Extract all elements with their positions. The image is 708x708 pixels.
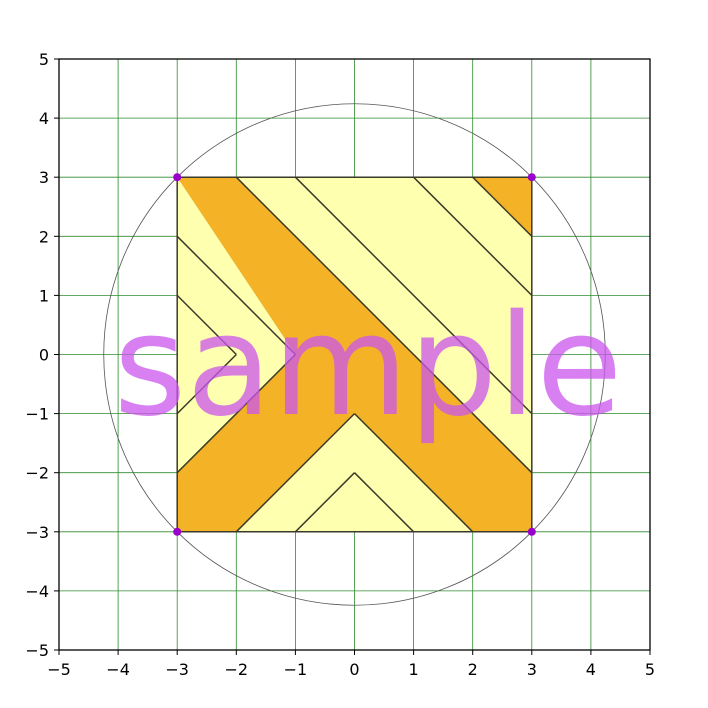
y-tick-label: 5 [39, 50, 49, 69]
x-tick-label: 0 [349, 660, 359, 679]
axes-frame [54, 58, 651, 655]
tick-labels: −5 −4 −3 −2 −1 0 1 2 3 4 5 −5 −4 −3 −2 −1 0 1 2 3 4 5 [25, 50, 655, 679]
y-tick-label: −5 [25, 641, 49, 660]
vertex-point [173, 527, 182, 536]
x-tick-label: −3 [165, 660, 189, 679]
circumscribed-circle [103, 103, 606, 606]
vertex-point [527, 173, 536, 182]
x-tick-label: 2 [468, 660, 478, 679]
tile-edge [235, 413, 356, 533]
tile-edge [294, 472, 356, 533]
square-tiling [177, 177, 532, 532]
tile-edge [235, 176, 533, 474]
x-tick-label: −2 [225, 660, 249, 679]
y-tick-label: −2 [25, 464, 49, 483]
watermark-text: sample [113, 285, 622, 448]
tile-edge [176, 353, 237, 415]
tile-edge [353, 413, 474, 533]
y-tick-label: 4 [39, 109, 49, 128]
tile-edge [353, 472, 415, 533]
y-tick-label: −1 [25, 405, 49, 424]
x-tick-label: 5 [645, 660, 655, 679]
tile-edge [472, 176, 533, 237]
x-tick-label: −1 [284, 660, 308, 679]
dark-region [177, 177, 532, 532]
vertex-point [173, 173, 182, 182]
tile-edge [413, 176, 533, 296]
y-tick-label: 0 [39, 346, 49, 365]
tile-edge [176, 294, 237, 356]
x-tick-label: −4 [106, 660, 130, 679]
y-tick-label: 3 [39, 168, 49, 187]
y-tick-label: 1 [39, 286, 49, 305]
y-tick-label: 2 [39, 227, 49, 246]
square-vertices [173, 173, 536, 536]
x-tick-label: 1 [409, 660, 419, 679]
vertex-point [527, 527, 536, 536]
tile-edge [176, 235, 296, 356]
x-tick-label: 4 [586, 660, 596, 679]
tile-edge [176, 353, 296, 474]
circle-outline [103, 103, 606, 606]
x-tick-label: −5 [47, 660, 71, 679]
y-tick-label: −3 [25, 523, 49, 542]
tile-edge [294, 176, 533, 415]
y-tick-label: −4 [25, 582, 49, 601]
x-tick-label: 3 [527, 660, 537, 679]
